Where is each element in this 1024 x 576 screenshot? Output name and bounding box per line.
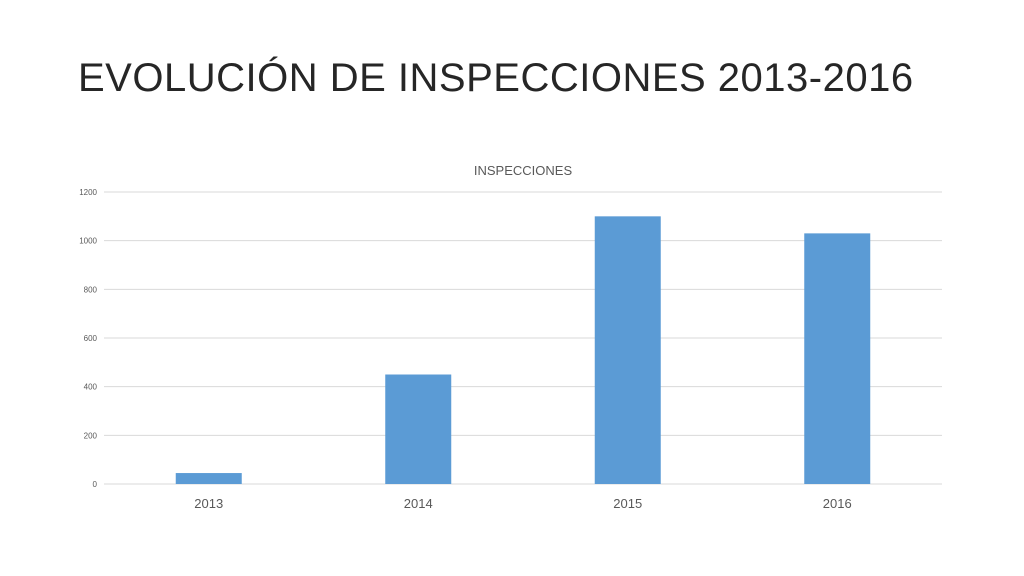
gridlines bbox=[104, 191, 942, 485]
bar-2013 bbox=[175, 473, 242, 484]
y-tick-label: 200 bbox=[84, 431, 98, 440]
bar-2015 bbox=[594, 216, 661, 485]
slide-title: EVOLUCIÓN DE INSPECCIONES 2013-2016 bbox=[78, 56, 914, 100]
y-tick-label: 1000 bbox=[79, 237, 97, 246]
x-tick-label: 2013 bbox=[194, 496, 223, 511]
y-tick-label: 800 bbox=[84, 285, 98, 294]
x-tick-label: 2015 bbox=[613, 496, 642, 511]
bars bbox=[175, 216, 871, 485]
x-axis-ticks: 2013 2014 2015 2016 bbox=[194, 496, 851, 511]
x-tick-label: 2016 bbox=[823, 496, 852, 511]
chart-title: INSPECCIONES bbox=[474, 163, 573, 178]
y-axis-ticks: 0 200 400 600 800 1000 1200 bbox=[79, 188, 97, 489]
y-tick-label: 0 bbox=[93, 480, 98, 489]
bar-2016 bbox=[804, 233, 871, 484]
bar-2014 bbox=[385, 374, 452, 484]
y-tick-label: 400 bbox=[84, 383, 98, 392]
y-tick-label: 600 bbox=[84, 334, 98, 343]
x-tick-label: 2014 bbox=[404, 496, 433, 511]
y-tick-label: 1200 bbox=[79, 188, 97, 197]
